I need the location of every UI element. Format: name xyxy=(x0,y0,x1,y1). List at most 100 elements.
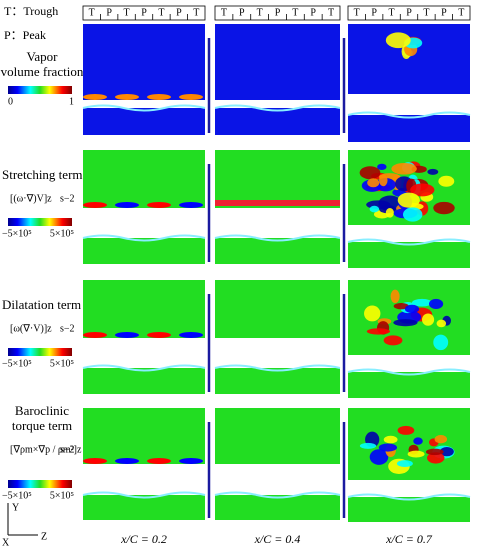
vortex-blob xyxy=(433,201,455,215)
vortex-blob xyxy=(391,162,417,175)
interface xyxy=(214,234,341,242)
contour-panel xyxy=(348,242,470,268)
vortex-blob xyxy=(402,207,423,222)
cavity xyxy=(83,94,107,100)
vortex-blob xyxy=(434,434,448,444)
interface xyxy=(347,111,471,119)
strip xyxy=(214,5,341,21)
interface xyxy=(214,364,341,372)
vortex-blob xyxy=(425,448,444,456)
interface xyxy=(82,364,206,372)
cavity xyxy=(83,202,107,208)
interface xyxy=(347,368,471,376)
vortex-blob xyxy=(385,208,394,218)
vortex-blob xyxy=(428,298,444,310)
contour-panel xyxy=(348,497,470,522)
strip-label: T xyxy=(193,7,199,18)
vortex-blob xyxy=(404,304,420,314)
vortex-blob xyxy=(383,335,403,346)
strip-label: T xyxy=(354,7,360,18)
row-title: torque term xyxy=(12,418,72,433)
scale-max: 5×10⁵ xyxy=(50,228,74,239)
cavity xyxy=(179,332,203,338)
vortex-blob xyxy=(410,183,435,197)
vortex-blob xyxy=(397,192,420,208)
strip-label: T xyxy=(221,7,227,18)
strip-label: P xyxy=(275,7,281,18)
contour-panel xyxy=(83,495,205,520)
legend-peak: P：Peak xyxy=(4,28,46,42)
unit: s−2 xyxy=(60,323,75,334)
unit: s−2 xyxy=(60,193,75,204)
strip xyxy=(82,5,206,21)
contour-panel xyxy=(215,150,340,208)
vortex-blob xyxy=(369,205,380,213)
vortex-blob xyxy=(385,32,411,49)
cavity xyxy=(83,458,107,464)
strip-label: T xyxy=(89,7,95,18)
contour-panel xyxy=(215,368,340,394)
vortex-blob xyxy=(397,425,415,435)
axis-y: Y xyxy=(12,502,19,513)
vortex-blob xyxy=(390,289,400,304)
vortex-blob xyxy=(383,435,398,444)
cavity xyxy=(147,94,171,100)
strip-label: P xyxy=(406,7,412,18)
strip-label: T xyxy=(328,7,334,18)
cavity xyxy=(147,458,171,464)
shear-layer xyxy=(215,200,340,206)
contour-panel xyxy=(83,238,205,264)
strip-label: T xyxy=(292,7,298,18)
formula: [ω(∇·V)]z xyxy=(10,323,52,334)
axis-x: X xyxy=(2,537,10,548)
scale-max: 5×10⁵ xyxy=(50,358,74,369)
strip-label: T xyxy=(124,7,130,18)
interface xyxy=(347,493,471,501)
interface xyxy=(82,104,206,112)
contour-panel xyxy=(215,408,340,464)
interface xyxy=(82,234,206,242)
contour-panel xyxy=(215,280,340,338)
interface xyxy=(347,238,471,246)
vortex-blob xyxy=(366,328,391,335)
strip-label: T xyxy=(458,7,464,18)
vortex-blob xyxy=(369,449,389,465)
cavity xyxy=(179,202,203,208)
strip-label: P xyxy=(310,7,316,18)
contour-panel xyxy=(83,368,205,394)
vortex-blob xyxy=(393,303,409,310)
cavity xyxy=(179,458,203,464)
row-title: Baroclinic xyxy=(15,403,69,418)
scale-max: 1 xyxy=(69,96,74,107)
axis-z: Z xyxy=(41,531,47,542)
strip-label: P xyxy=(239,7,245,18)
strip-label: T xyxy=(158,7,164,18)
colorbar xyxy=(8,218,72,226)
vortex-blob xyxy=(436,319,447,328)
strip xyxy=(347,5,471,21)
contour-panel xyxy=(348,115,470,142)
vortex-blob xyxy=(367,178,380,188)
contour-panel xyxy=(215,24,340,100)
vortex-blob xyxy=(433,334,449,351)
contour-panel xyxy=(348,372,470,398)
contour-panel xyxy=(83,108,205,135)
contour-panel xyxy=(83,280,205,338)
contour-panel xyxy=(215,238,340,264)
vortex-blob xyxy=(413,437,423,445)
interface xyxy=(214,104,341,112)
vortex-blob xyxy=(377,163,387,170)
unit: s−2 xyxy=(60,444,75,455)
contour-panel xyxy=(83,24,205,100)
column-label: x/C = 0.7 xyxy=(385,532,433,546)
contour-panel xyxy=(348,24,470,94)
formula: [(ω·∇)V]z xyxy=(10,193,52,204)
cavity xyxy=(115,202,139,208)
contour-panel xyxy=(215,108,340,135)
cavity xyxy=(115,458,139,464)
vortex-blob xyxy=(407,450,425,458)
cavity xyxy=(115,94,139,100)
vortex-blob xyxy=(421,313,435,326)
vortex-blob xyxy=(359,166,381,180)
scale-max: 5×10⁵ xyxy=(50,490,74,501)
